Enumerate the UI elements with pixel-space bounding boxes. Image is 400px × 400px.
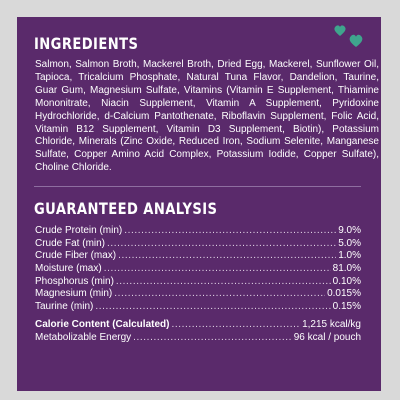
calorie-value: 96 kcal / pouch (293, 331, 361, 343)
analysis-value: 5.0% (338, 237, 361, 249)
analysis-label: Phosphorus (min) (35, 275, 114, 287)
analysis-row-moisture: Moisture (max) 81.0% (35, 263, 361, 276)
hearts-icon (334, 25, 363, 47)
dot-leader (95, 301, 330, 314)
analysis-value: 9.0% (338, 225, 361, 236)
analysis-label: Magnesium (min) (35, 288, 113, 300)
analysis-row-magnesium: Magnesium (min) 0.015% (35, 288, 361, 301)
analysis-row-crude-fat: Crude Fat (min) 5.0% (35, 238, 361, 251)
analysis-row-phosphorus: Phosphorus (min) 0.10% (35, 276, 361, 289)
guaranteed-analysis-heading: GUARANTEED ANALYSIS (34, 199, 218, 218)
analysis-row-taurine: Taurine (min) 0.15% (35, 301, 361, 314)
analysis-label: Taurine (min) (35, 301, 94, 313)
guaranteed-analysis-table: Crude Protein (min) 9.0% Crude Fat (min)… (35, 225, 361, 344)
dot-leader (118, 250, 336, 263)
ingredients-list: Salmon, Salmon Broth, Mackerel Broth, Dr… (35, 59, 379, 174)
section-divider (34, 186, 361, 187)
analysis-value: 1.0% (338, 250, 361, 262)
dot-leader (133, 332, 292, 345)
analysis-value: 0.10% (332, 275, 361, 287)
analysis-row-crude-fiber: Crude Fiber (max) 1.0% (35, 250, 361, 263)
calorie-row-calculated: Calorie Content (Calculated) 1,215 kcal/… (35, 319, 361, 332)
analysis-value: 0.015% (327, 288, 361, 300)
dot-leader (104, 263, 331, 276)
analysis-label: Crude Protein (min) (35, 225, 123, 236)
dot-leader (107, 238, 336, 251)
analysis-value: 81.0% (332, 263, 361, 275)
analysis-label: Crude Fiber (max) (35, 250, 117, 262)
dot-leader (114, 288, 325, 301)
dot-leader (116, 276, 331, 289)
nutrition-panel: INGREDIENTS Salmon, Salmon Broth, Macker… (17, 17, 381, 391)
calorie-label: Metabolizable Energy (35, 331, 132, 343)
dot-leader (124, 225, 336, 238)
analysis-value: 0.15% (332, 301, 361, 313)
ingredients-heading: INGREDIENTS (34, 34, 139, 53)
dot-leader (171, 319, 300, 332)
calorie-label: Calorie Content (Calculated) (35, 318, 170, 330)
analysis-row-crude-protein: Crude Protein (min) 9.0% (35, 225, 361, 238)
calorie-value: 1,215 kcal/kg (302, 318, 361, 330)
analysis-label: Crude Fat (min) (35, 237, 106, 249)
calorie-row-metabolizable: Metabolizable Energy 96 kcal / pouch (35, 332, 361, 345)
analysis-label: Moisture (max) (35, 263, 102, 275)
